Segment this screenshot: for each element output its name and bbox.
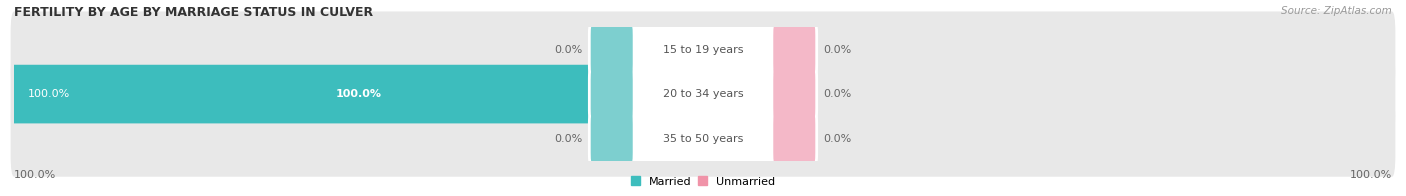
- FancyBboxPatch shape: [13, 65, 704, 123]
- Text: 15 to 19 years: 15 to 19 years: [662, 45, 744, 55]
- Text: Source: ZipAtlas.com: Source: ZipAtlas.com: [1281, 6, 1392, 16]
- FancyBboxPatch shape: [591, 111, 633, 166]
- Text: 0.0%: 0.0%: [824, 89, 852, 99]
- FancyBboxPatch shape: [773, 66, 815, 122]
- Text: 0.0%: 0.0%: [824, 133, 852, 143]
- Text: 20 to 34 years: 20 to 34 years: [662, 89, 744, 99]
- FancyBboxPatch shape: [588, 25, 818, 74]
- Text: 100.0%: 100.0%: [14, 170, 56, 180]
- FancyBboxPatch shape: [773, 22, 815, 77]
- FancyBboxPatch shape: [11, 11, 1395, 88]
- FancyBboxPatch shape: [588, 114, 818, 163]
- Text: 100.0%: 100.0%: [1350, 170, 1392, 180]
- Text: FERTILITY BY AGE BY MARRIAGE STATUS IN CULVER: FERTILITY BY AGE BY MARRIAGE STATUS IN C…: [14, 6, 373, 19]
- Text: 35 to 50 years: 35 to 50 years: [662, 133, 744, 143]
- Text: 0.0%: 0.0%: [554, 45, 582, 55]
- FancyBboxPatch shape: [11, 56, 1395, 132]
- Legend: Married, Unmarried: Married, Unmarried: [631, 176, 775, 187]
- FancyBboxPatch shape: [591, 22, 633, 77]
- Text: 0.0%: 0.0%: [554, 133, 582, 143]
- FancyBboxPatch shape: [588, 69, 818, 119]
- FancyBboxPatch shape: [773, 111, 815, 166]
- Text: 0.0%: 0.0%: [824, 45, 852, 55]
- Text: 100.0%: 100.0%: [336, 89, 381, 99]
- FancyBboxPatch shape: [591, 66, 633, 122]
- Text: 100.0%: 100.0%: [28, 89, 70, 99]
- FancyBboxPatch shape: [11, 100, 1395, 177]
